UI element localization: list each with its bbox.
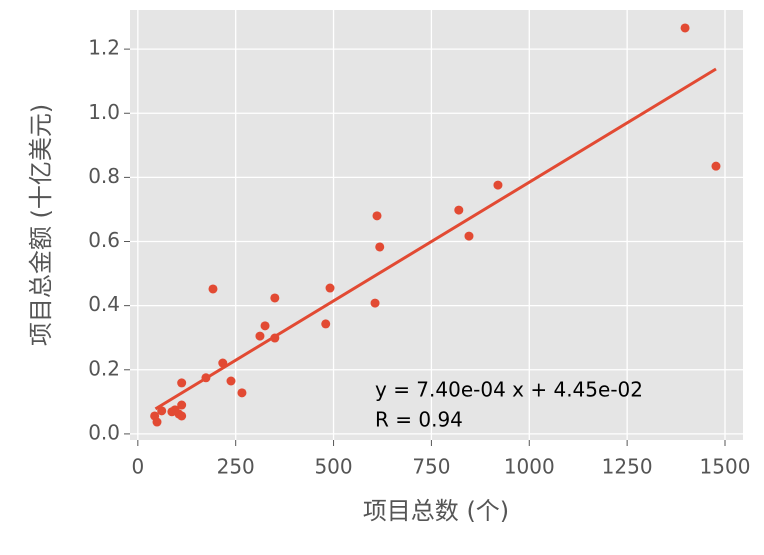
annotation: y = 7.40e-04 x + 4.45e-02 — [375, 378, 643, 402]
annotation: R = 0.94 — [375, 408, 463, 432]
point — [255, 331, 265, 341]
point — [370, 298, 380, 308]
point — [157, 406, 167, 416]
x-tick-label: 750 — [412, 455, 450, 479]
y-tick-label: 1.2 — [88, 36, 120, 60]
point — [454, 205, 464, 215]
point — [177, 378, 187, 388]
point — [375, 242, 385, 252]
point — [170, 405, 180, 415]
x-axis-label: 项目总数 (个) — [363, 497, 509, 525]
point — [177, 411, 187, 421]
x-tick-label: 250 — [217, 455, 255, 479]
x-tick-label: 1500 — [700, 455, 751, 479]
y-axis-label: 项目总金额 (十亿美元) — [27, 104, 55, 346]
y-tick-label: 0.6 — [88, 228, 120, 252]
point — [226, 376, 236, 386]
point — [201, 373, 211, 383]
point — [325, 283, 335, 293]
point — [177, 400, 187, 410]
point — [270, 293, 280, 303]
point — [464, 231, 474, 241]
point — [711, 161, 721, 171]
y-tick-label: 0.2 — [88, 356, 120, 380]
x-tick-label: 1000 — [504, 455, 555, 479]
y-tick-label: 0.4 — [88, 292, 120, 316]
point — [680, 23, 690, 33]
point — [372, 211, 382, 221]
point — [152, 417, 162, 427]
x-tick-label: 0 — [131, 455, 144, 479]
point — [208, 284, 218, 294]
y-tick-label: 0.0 — [88, 420, 120, 444]
x-tick-label: 1250 — [602, 455, 653, 479]
point — [321, 319, 331, 329]
point — [493, 180, 503, 190]
point — [270, 333, 280, 343]
x-tick-label: 500 — [314, 455, 352, 479]
point — [218, 358, 228, 368]
trend-line — [154, 67, 717, 411]
point — [237, 388, 247, 398]
y-tick-label: 0.8 — [88, 164, 120, 188]
point — [260, 321, 270, 331]
plot-area — [130, 10, 743, 440]
y-tick-label: 1.0 — [88, 100, 120, 124]
